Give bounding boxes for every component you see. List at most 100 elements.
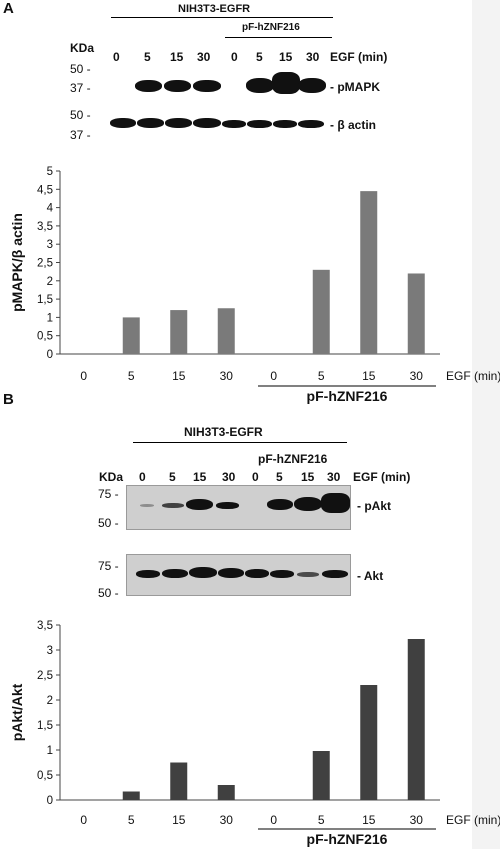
chart-b-y-tick-label: 3,5 <box>37 620 53 632</box>
chart-a-x-tick-label: 30 <box>220 369 234 383</box>
panel-b-lane-1: 5 <box>169 470 176 484</box>
panel-b-lane-0: 0 <box>139 470 146 484</box>
page-side-strip <box>472 0 500 849</box>
chart-b-y-tick-label: 1,5 <box>37 720 53 732</box>
panel-b-lane-6: 15 <box>301 470 315 484</box>
chart-b-y-tick-label: 1 <box>47 745 53 757</box>
panel-a-marker-50-bottom: 50 - <box>70 108 91 122</box>
panel-a-bar-chart: 0 0,5 1 1,5 2 2,5 3 3,5 4 4,5 5 pMAPK/β actin 0 5 15 30… <box>9 166 500 404</box>
chart-a-bar <box>312 269 330 354</box>
chart-a-x-tick-label: 5 <box>128 369 135 383</box>
panel-b-pakt-band <box>321 493 350 513</box>
panel-a-actin-band <box>110 118 136 128</box>
chart-a-y-axis-label: pMAPK/β actin <box>9 213 25 312</box>
panel-b-lane-4: 0 <box>252 470 259 484</box>
chart-b-bar <box>312 751 330 800</box>
panel-a-header-label: NIH3T3-EGFR <box>178 3 251 15</box>
panel-b-egf-label: EGF (min) <box>353 470 411 484</box>
chart-a-x-tick-label: 5 <box>318 369 325 383</box>
chart-a-x-tick-label: 0 <box>270 369 277 383</box>
panel-b-marker-75-bottom: 75 - <box>98 559 119 573</box>
chart-b-x-tick-label: 0 <box>80 813 87 827</box>
panel-a-actin-band <box>165 118 192 128</box>
panel-b-akt-band <box>245 569 269 578</box>
chart-b-x-tick-label: 15 <box>172 813 186 827</box>
panel-a-actin-label: - β actin <box>330 118 376 132</box>
panel-b-pakt-band <box>186 499 213 510</box>
panel-a-lane-0: 0 <box>113 50 120 64</box>
chart-b-x-tick-label: 30 <box>410 813 424 827</box>
panel-a-lane-3: 30 <box>197 50 211 64</box>
chart-b-bar <box>170 762 188 800</box>
chart-a-bar <box>122 317 140 354</box>
panel-a-pmapk-band <box>298 78 326 93</box>
panel-a-pmapk-band <box>164 80 191 92</box>
panel-a-pmapk-label: - pMAPK <box>330 80 380 94</box>
chart-b-x-tick-label: 15 <box>362 813 376 827</box>
chart-a-y-tick-label: 4,5 <box>37 184 53 196</box>
panel-a-pmapk-band <box>135 80 162 92</box>
chart-b-y-tick-label: 3 <box>47 645 53 657</box>
chart-b-y-tick-label: 2,5 <box>37 670 53 682</box>
chart-a-bar <box>360 191 378 354</box>
panel-b-lane-2: 15 <box>193 470 207 484</box>
chart-a-y-tick-label: 2 <box>47 276 53 288</box>
chart-a-y-tick-label: 2,5 <box>37 258 53 270</box>
panel-a-actin-band <box>273 120 297 128</box>
chart-a-x-tick-label: 30 <box>410 369 424 383</box>
panel-a-marker-37-bottom: 37 - <box>70 128 91 142</box>
chart-a-y-tick-label: 1 <box>47 312 53 324</box>
panel-a-actin-band <box>193 118 221 128</box>
chart-a-y-tick-label: 3,5 <box>37 221 53 233</box>
panel-b-header-line <box>133 442 347 443</box>
panel-a-actin-band <box>298 120 324 128</box>
chart-b-bar <box>407 639 425 800</box>
panel-b-akt-band <box>297 572 319 577</box>
chart-b-x-axis-label: EGF (min) <box>446 813 500 827</box>
panel-b-letter: B <box>3 391 14 408</box>
panel-b-lane-7: 30 <box>327 470 341 484</box>
chart-b-y-axis-label: pAkt/Akt <box>9 683 25 741</box>
panel-b-pakt-band <box>140 504 154 507</box>
panel-b-bar-chart: 0 0,5 1 1,5 2 2,5 3 3,5 pAkt/Akt 0 5 15 30 0 5 15 30 pF-h… <box>9 620 500 847</box>
panel-b-lane-5: 5 <box>276 470 283 484</box>
chart-b-bar <box>217 785 235 800</box>
chart-b-bar <box>122 791 140 800</box>
panel-b-pakt-band <box>216 502 239 509</box>
panel-b-akt-band <box>218 568 244 578</box>
panel-b-transfect-label: pF-hZNF216 <box>258 452 328 466</box>
chart-b-bar <box>360 685 378 800</box>
panel-b-akt-band <box>136 570 160 578</box>
chart-a-x-tick-label: 15 <box>172 369 186 383</box>
chart-a-bar <box>170 310 188 354</box>
panel-a-marker-37-top: 37 - <box>70 81 91 95</box>
chart-b-x-tick-label: 5 <box>128 813 135 827</box>
chart-a-x-tick-label: 0 <box>80 369 87 383</box>
panel-a-lane-6: 15 <box>279 50 293 64</box>
panel-b-pakt-band <box>267 499 293 510</box>
panel-a-egf-label: EGF (min) <box>330 50 388 64</box>
panel-a-lane-7: 30 <box>306 50 320 64</box>
panel-a-lane-2: 15 <box>170 50 184 64</box>
chart-a-y-tick-label: 3 <box>47 239 53 251</box>
panel-b-pakt-band <box>162 503 184 508</box>
panel-b-marker-50-top: 50 - <box>98 516 119 530</box>
panel-b-akt-band <box>270 570 294 578</box>
chart-b-x-tick-label: 30 <box>220 813 234 827</box>
panel-a-lane-1: 5 <box>144 50 151 64</box>
panel-b-akt-band <box>162 569 188 578</box>
panel-b-marker-50-bottom: 50 - <box>98 586 119 600</box>
panel-a-kda-label: KDa <box>70 41 95 55</box>
panel-b-marker-75-top: 75 - <box>98 487 119 501</box>
panel-a-transfect-label: pF-hZNF216 <box>242 22 300 33</box>
chart-b-x-tick-label: 0 <box>270 813 277 827</box>
panel-b-akt-band <box>189 567 217 578</box>
panel-a-pmapk-band <box>193 80 221 92</box>
panel-a-lane-4: 0 <box>231 50 238 64</box>
chart-a-y-tick-label: 4 <box>47 203 54 215</box>
chart-a-group-label: pF-hZNF216 <box>307 388 388 404</box>
chart-b-y-tick-label: 0,5 <box>37 770 53 782</box>
panel-a-transfect-line <box>225 37 332 38</box>
chart-a-y-tick-label: 1,5 <box>37 294 53 306</box>
panel-a-actin-band <box>247 120 272 128</box>
